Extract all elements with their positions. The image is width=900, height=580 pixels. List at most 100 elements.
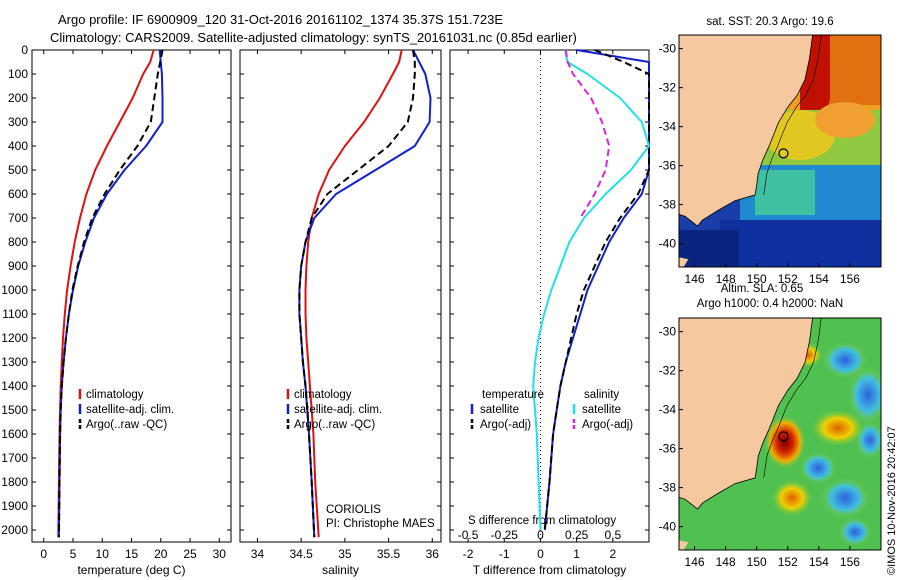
lat-tick-label: -32 (659, 81, 677, 95)
y-tick-label: 700 (8, 211, 28, 225)
land-mass (679, 257, 689, 267)
lat-tick-label: -34 (659, 403, 677, 417)
x-tick-label: -2 (463, 547, 474, 561)
x-tick-label: 2 (609, 547, 616, 561)
y-tick-label: 600 (8, 187, 28, 201)
x-tick-label: 15 (125, 547, 139, 561)
legend-label: Argo(..raw -QC) (86, 419, 167, 431)
figure-title-line1: Argo profile: IF 6900909_120 31-Oct-2016… (58, 12, 503, 27)
y-tick-label: 1900 (1, 499, 28, 513)
x-tick-label: 10 (96, 547, 110, 561)
x-tick-label: 35 (338, 547, 352, 561)
lat-tick-label: -40 (659, 520, 677, 534)
lon-tick-label: 154 (809, 555, 829, 569)
series-satellite-adj-clim- (298, 49, 432, 538)
y-tick-label: 800 (8, 235, 28, 249)
x-tick-label: 35.5 (377, 547, 401, 561)
y-tick-label: 1400 (1, 379, 28, 393)
lon-tick-label: 148 (716, 555, 736, 569)
argo-position-marker (778, 431, 789, 442)
y-tick-label: 1200 (1, 331, 28, 345)
y-tick-label: 100 (8, 67, 28, 81)
lat-tick-label: -30 (659, 42, 677, 56)
lon-tick-label: 146 (685, 272, 705, 286)
y-tick-label: 900 (8, 259, 28, 273)
lat-tick-label: -34 (659, 120, 677, 134)
data-center-annotation: PI: Christophe MAES (326, 518, 435, 530)
plot-frame (239, 49, 442, 543)
legend-label: satellite (582, 404, 621, 416)
legend-label: salinity (584, 389, 619, 401)
x-tick-label: 25 (183, 547, 197, 561)
y-tick-label: 1000 (1, 283, 28, 297)
legend-label: Argo(..raw -QC) (294, 419, 375, 431)
x-tick-label: 34.5 (289, 547, 313, 561)
y-tick-label: 0 (21, 43, 28, 57)
panel-temperature: 0100200300400500600700800900100011001200… (1, 43, 232, 577)
plot-frame (31, 49, 232, 543)
land-mass (678, 34, 814, 227)
legend-label: climatology (294, 389, 352, 401)
y-tick-label: 500 (8, 163, 28, 177)
salinity-tick-label: 0.5 (604, 528, 621, 542)
lat-tick-label: -32 (659, 364, 677, 378)
x-tick-label: 30 (213, 547, 227, 561)
map-frame (678, 317, 882, 551)
map-subtitle: Argo h1000: 0.4 h2000: NaN (697, 298, 843, 310)
map-sla: -30 -32 -34 -36 -38 -40 146 148 150 152 154 156 Alti… (659, 283, 882, 569)
plot-frame (449, 49, 650, 543)
x-tick-label: 0 (40, 547, 47, 561)
series-salinity-argo-adj- (564, 49, 611, 219)
x-tick-label: 34 (251, 547, 265, 561)
lon-tick-label: 152 (778, 272, 798, 286)
land-mass (678, 317, 814, 510)
y-tick-label: 300 (8, 115, 28, 129)
salinity-tick-label: 0 (537, 528, 544, 542)
x-axis-label: T difference from climatology (473, 563, 627, 577)
y-tick-label: 1600 (1, 427, 28, 441)
figure-title-line2: Climatology: CARS2009. Satellite-adjuste… (50, 30, 577, 45)
x-tick-label: 20 (154, 547, 168, 561)
x-tick-label: 1 (573, 547, 580, 561)
series-argo-raw-qc- (298, 49, 416, 538)
x-tick-label: 36 (426, 547, 440, 561)
x-axis-label: temperature (deg C) (77, 563, 185, 577)
series-temperature-argo-adj- (543, 49, 650, 531)
panel-salinity: 34 34.5 35 35.5 36 salinity climatology satelli… (239, 49, 442, 577)
x-tick-label: -1 (499, 547, 510, 561)
series-satellite-adj-clim- (57, 49, 164, 538)
lon-tick-label: 146 (685, 555, 705, 569)
lat-tick-label: -38 (659, 481, 677, 495)
x-tick-label: 5 (70, 547, 77, 561)
y-tick-label: 1500 (1, 403, 28, 417)
lon-tick-label: 150 (747, 272, 767, 286)
legend-label: Argo(-adj) (582, 419, 633, 431)
data-center-annotation: CORIOLIS (326, 504, 381, 516)
lat-tick-label: -36 (659, 159, 677, 173)
legend-label: satellite (480, 404, 519, 416)
lat-tick-label: -40 (659, 237, 677, 251)
salinity-axis-label: S difference from climatology (468, 515, 616, 527)
legend-label: satellite-adj. clim. (294, 404, 382, 416)
y-tick-label: 1800 (1, 475, 28, 489)
depth-contour (763, 317, 822, 478)
salinity-tick-label: -0.5 (458, 528, 479, 542)
y-tick-label: 200 (8, 91, 28, 105)
map-sst: -30 -32 -34 -36 -38 -40 146 148 150 152 154 156 sat.… (659, 16, 882, 286)
map-title: sat. SST: 20.3 Argo: 19.6 (706, 16, 833, 28)
imos-credit: ©IMOS 10-Nov-2016 20:42:07 (886, 426, 898, 575)
y-tick-label: 400 (8, 139, 28, 153)
series-climatology (304, 49, 403, 538)
salinity-tick-label: 0.25 (565, 528, 589, 542)
lon-tick-label: 152 (778, 555, 798, 569)
lon-tick-label: 156 (840, 272, 860, 286)
y-tick-label: 1100 (2, 307, 28, 321)
lon-tick-label: 156 (840, 555, 860, 569)
lon-tick-label: 154 (809, 272, 829, 286)
lat-tick-label: -38 (659, 198, 677, 212)
legend-label: satellite-adj. clim. (86, 404, 174, 416)
panel-difference: -2 -1 0 1 2 T difference from climatology -0.5… (449, 49, 650, 577)
map-title: Altim. SLA: 0.65 (721, 283, 803, 295)
y-tick-label: 1700 (1, 451, 28, 465)
